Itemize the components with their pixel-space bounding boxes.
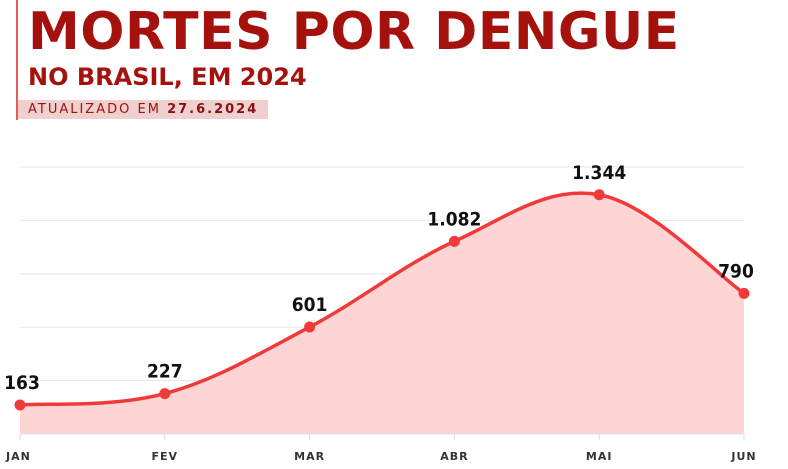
data-point <box>593 189 605 201</box>
data-label: 163 <box>4 372 40 394</box>
x-tick-label: FEV <box>152 450 179 463</box>
data-label: 1.082 <box>427 208 481 230</box>
data-label: 790 <box>718 260 754 282</box>
area-fill <box>20 193 744 434</box>
x-tick-label: JUN <box>730 450 756 463</box>
data-label: 601 <box>292 294 328 316</box>
data-point <box>448 235 460 247</box>
x-tick-label: ABR <box>440 450 468 463</box>
data-point <box>304 321 316 333</box>
chart-title: MORTES POR DENGUE <box>28 2 680 62</box>
data-point <box>738 287 750 299</box>
data-point <box>14 399 26 411</box>
accent-bar <box>16 0 18 120</box>
data-label: 227 <box>147 361 183 383</box>
updated-badge: ATUALIZADO EM 27.6.2024 <box>18 100 269 119</box>
updated-label: ATUALIZADO EM <box>28 102 161 117</box>
updated-date: 27.6.2024 <box>167 102 259 117</box>
series-line <box>19 191 745 407</box>
x-tick-label: MAI <box>586 450 613 463</box>
data-point <box>159 388 171 400</box>
chart-subtitle: NO BRASIL, EM 2024 <box>28 63 307 91</box>
data-label: 1.344 <box>572 162 626 184</box>
x-tick-label: JAN <box>5 450 31 463</box>
x-tick-label: MAR <box>294 450 325 463</box>
